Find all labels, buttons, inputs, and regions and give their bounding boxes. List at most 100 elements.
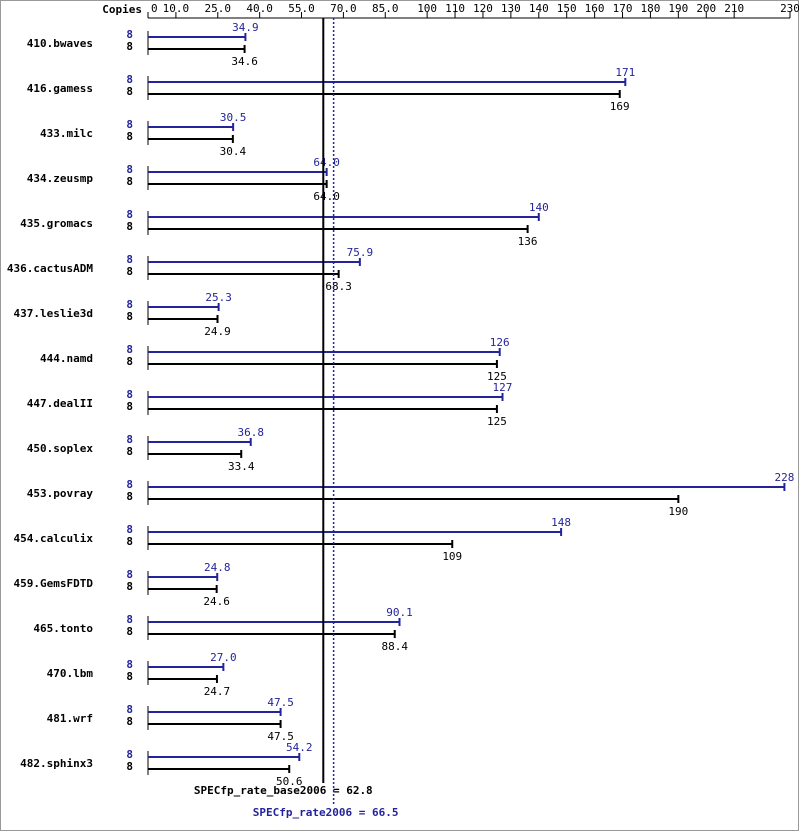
value-label: 25.3: [205, 291, 232, 304]
value-label: 126: [490, 336, 510, 349]
copies-label: 8: [126, 445, 133, 458]
x-tick-label: 100: [417, 2, 437, 15]
value-label: 54.2: [286, 741, 313, 754]
category-label: 434.zeusmp: [27, 172, 94, 185]
reference-label: SPECfp_rate2006 = 66.5: [253, 806, 399, 819]
value-label: 127: [493, 381, 513, 394]
copies-label: 8: [126, 220, 133, 233]
category-label: 437.leslie3d: [14, 307, 93, 320]
value-label: 148: [551, 516, 571, 529]
value-label: 30.4: [220, 145, 247, 158]
copies-label: 8: [126, 343, 133, 356]
category-label: 470.lbm: [47, 667, 94, 680]
value-label: 24.6: [203, 595, 230, 608]
value-label: 64.0: [313, 156, 340, 169]
category-label: 453.povray: [27, 487, 94, 500]
copies-label: 8: [126, 175, 133, 188]
value-label: 64.0: [313, 190, 340, 203]
value-label: 88.4: [382, 640, 409, 653]
x-tick-label: 55.0: [288, 2, 315, 15]
x-tick-label: 85.0: [372, 2, 399, 15]
copies-header: Copies: [102, 3, 142, 16]
value-label: 190: [668, 505, 688, 518]
copies-label: 8: [126, 73, 133, 86]
copies-label: 8: [126, 748, 133, 761]
value-label: 228: [774, 471, 794, 484]
category-label: 459.GemsFDTD: [14, 577, 94, 590]
copies-label: 8: [126, 703, 133, 716]
copies-label: 8: [126, 433, 133, 446]
copies-label: 8: [126, 118, 133, 131]
value-label: 24.9: [204, 325, 231, 338]
value-label: 125: [487, 415, 507, 428]
x-tick-label: 140: [529, 2, 549, 15]
x-tick-label: 210: [724, 2, 744, 15]
copies-label: 8: [126, 208, 133, 221]
value-label: 36.8: [237, 426, 264, 439]
value-label: 171: [615, 66, 635, 79]
copies-label: 8: [126, 580, 133, 593]
copies-label: 8: [126, 355, 133, 368]
value-label: 90.1: [386, 606, 413, 619]
value-label: 169: [610, 100, 630, 113]
copies-label: 8: [126, 490, 133, 503]
category-label: 435.gromacs: [20, 217, 93, 230]
value-label: 136: [518, 235, 538, 248]
copies-label: 8: [126, 523, 133, 536]
x-tick-label: 25.0: [205, 2, 232, 15]
value-label: 34.6: [231, 55, 258, 68]
category-label: 444.namd: [40, 352, 93, 365]
x-tick-label: 70.0: [330, 2, 357, 15]
value-label: 24.8: [204, 561, 231, 574]
copies-label: 8: [126, 163, 133, 176]
category-label: 482.sphinx3: [20, 757, 93, 770]
x-tick-label: 160: [585, 2, 605, 15]
value-label: 24.7: [204, 685, 231, 698]
category-label: 450.soplex: [27, 442, 94, 455]
x-tick-label: 0: [151, 2, 158, 15]
copies-label: 8: [126, 760, 133, 773]
x-tick-label: 130: [501, 2, 521, 15]
value-label: 30.5: [220, 111, 247, 124]
x-tick-label: 170: [613, 2, 633, 15]
value-label: 47.5: [267, 730, 294, 743]
category-label: 416.gamess: [27, 82, 93, 95]
value-label: 75.9: [347, 246, 374, 259]
value-label: 109: [442, 550, 462, 563]
copies-label: 8: [126, 715, 133, 728]
category-label: 410.bwaves: [27, 37, 93, 50]
copies-label: 8: [126, 625, 133, 638]
copies-label: 8: [126, 658, 133, 671]
x-tick-label: 120: [473, 2, 493, 15]
x-tick-label: 190: [668, 2, 688, 15]
copies-label: 8: [126, 253, 133, 266]
copies-label: 8: [126, 478, 133, 491]
value-label: 50.6: [276, 775, 303, 788]
value-label: 33.4: [228, 460, 255, 473]
copies-label: 8: [126, 85, 133, 98]
x-tick-label: 10.0: [163, 2, 190, 15]
value-label: 68.3: [325, 280, 352, 293]
copies-label: 8: [126, 298, 133, 311]
category-label: 454.calculix: [14, 532, 94, 545]
reference-label: SPECfp_rate_base2006 = 62.8: [194, 784, 373, 797]
copies-label: 8: [126, 613, 133, 626]
x-tick-label: 230: [780, 2, 799, 15]
x-tick-label: 110: [445, 2, 465, 15]
copies-label: 8: [126, 388, 133, 401]
copies-label: 8: [126, 40, 133, 53]
copies-label: 8: [126, 568, 133, 581]
value-label: 140: [529, 201, 549, 214]
copies-label: 8: [126, 130, 133, 143]
x-tick-label: 200: [696, 2, 716, 15]
value-label: 34.9: [232, 21, 259, 34]
x-tick-label: 150: [557, 2, 577, 15]
category-label: 481.wrf: [47, 712, 93, 725]
category-label: 447.dealII: [27, 397, 93, 410]
value-label: 47.5: [267, 696, 294, 709]
x-tick-label: 40.0: [246, 2, 273, 15]
copies-label: 8: [126, 28, 133, 41]
copies-label: 8: [126, 400, 133, 413]
